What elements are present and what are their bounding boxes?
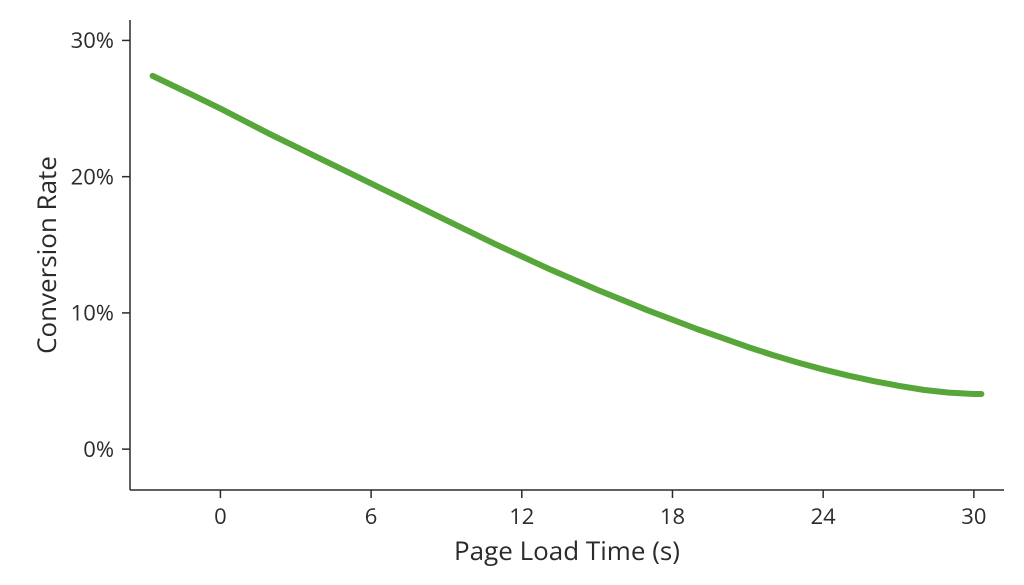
x-tick-label: 30 — [961, 501, 986, 531]
y-tick-label: 0% — [83, 434, 114, 464]
y-tick-label: 30% — [71, 25, 114, 55]
y-tick-label: 20% — [71, 161, 114, 191]
chart-container: 0 6 12 18 24 30 0% 10% 20% 30% Page Load Time (s) C… — [0, 0, 1024, 585]
y-tick-label: 10% — [71, 298, 114, 328]
x-tick-label: 12 — [509, 501, 534, 531]
x-tick-label: 24 — [811, 501, 837, 531]
x-tick-label: 0 — [214, 501, 227, 531]
x-axis-title: Page Load Time (s) — [454, 532, 680, 568]
x-tick-label: 6 — [365, 501, 378, 531]
x-tick-label: 18 — [660, 501, 685, 531]
line-chart: 0 6 12 18 24 30 0% 10% 20% 30% Page Load Time (s) C… — [0, 0, 1024, 585]
y-axis-title: Conversion Rate — [28, 156, 64, 354]
